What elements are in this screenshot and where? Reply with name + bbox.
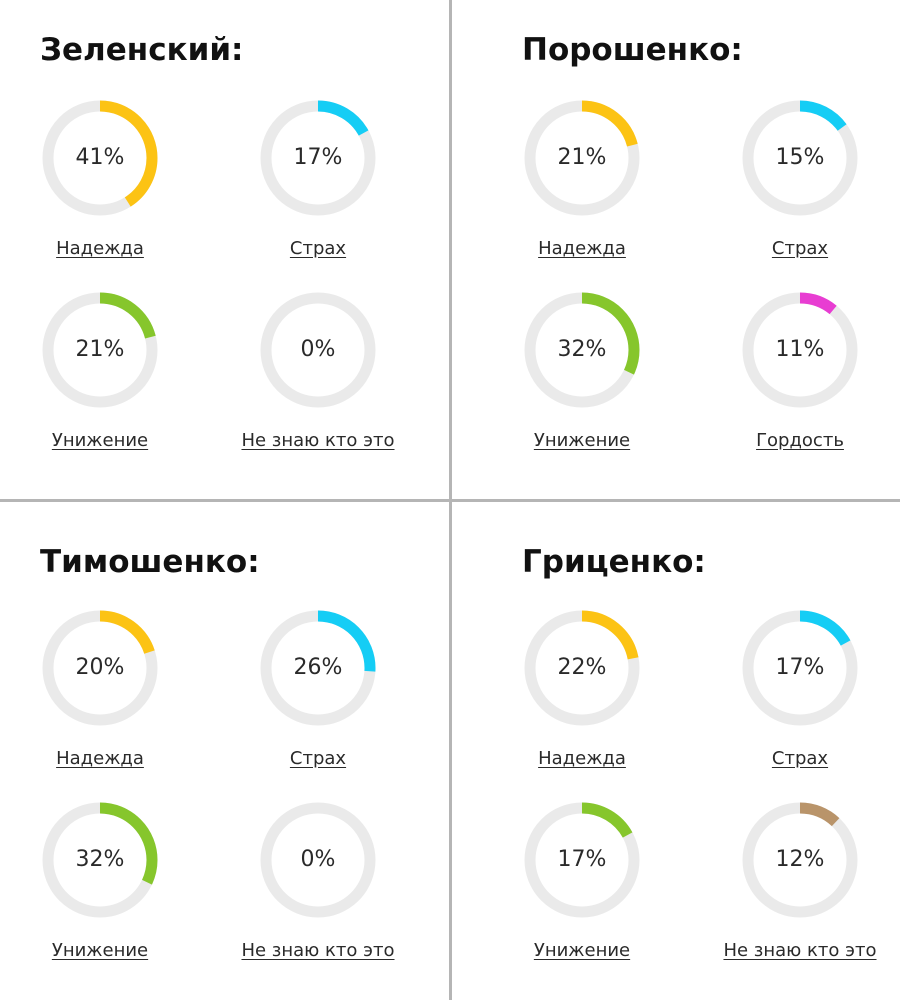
- donut-value-arc: [742, 100, 858, 216]
- donut-value-arc: [42, 292, 158, 408]
- donut-gauge: 20% Надежда: [0, 608, 200, 788]
- donut-ring: [260, 292, 376, 408]
- category-link[interactable]: Унижение: [533, 430, 631, 451]
- donut-value-arc: [524, 100, 640, 216]
- panel-title: Зеленский:: [40, 32, 244, 68]
- donut-gauge: 15% Страх: [700, 98, 900, 278]
- donut-gauge: 21% Надежда: [482, 98, 682, 278]
- percent-label: 17%: [293, 145, 343, 170]
- donut-ring: [742, 610, 858, 726]
- donut-ring: [524, 100, 640, 216]
- donut-ring: [260, 802, 376, 918]
- donut-gauge: 17% Страх: [218, 98, 418, 278]
- category-link[interactable]: Страх: [289, 748, 347, 769]
- panel-poroshenko: Порошенко: 21% Надежда 15% Страх 32% Унижение…: [452, 0, 900, 500]
- donut-gauge: 17% Унижение: [482, 800, 682, 980]
- donut-gauge: 22% Надежда: [482, 608, 682, 788]
- donut-value-arc: [742, 292, 858, 408]
- category-link[interactable]: Надежда: [56, 748, 144, 769]
- donut-value-arc: [524, 610, 640, 726]
- category-link[interactable]: Надежда: [538, 748, 626, 769]
- donut-value-arc: [260, 100, 376, 216]
- donut-gauge: 12% Не знаю кто это: [700, 800, 900, 980]
- panel-tymoshenko: Тимошенко: 20% Надежда 26% Страх 32% Унижение…: [0, 502, 450, 1002]
- category-link[interactable]: Не знаю кто это: [241, 940, 395, 961]
- percent-label: 15%: [775, 145, 825, 170]
- donut-value-arc: [42, 802, 158, 918]
- donut-ring: [42, 610, 158, 726]
- panel-zelensky: Зеленский: 41% Надежда 17% Страх 21% Унижение…: [0, 0, 450, 500]
- percent-label: 12%: [775, 847, 825, 872]
- donut-ring: [524, 802, 640, 918]
- donut-gauge: 0% Не знаю кто это: [218, 290, 418, 470]
- percent-label: 20%: [75, 655, 125, 680]
- percent-label: 21%: [75, 337, 125, 362]
- donut-value-arc: [524, 802, 640, 918]
- donut-gauge: 21% Унижение: [0, 290, 200, 470]
- donut-value-arc: [742, 802, 858, 918]
- donut-ring: [742, 802, 858, 918]
- percent-label: 17%: [775, 655, 825, 680]
- percent-label: 0%: [300, 847, 336, 872]
- donut-ring: [260, 610, 376, 726]
- donut-ring: [260, 100, 376, 216]
- horizontal-divider: [0, 499, 900, 502]
- donut-gauge: 0% Не знаю кто это: [218, 800, 418, 980]
- category-link[interactable]: Унижение: [533, 940, 631, 961]
- category-link[interactable]: Страх: [289, 238, 347, 259]
- donut-ring: [742, 100, 858, 216]
- donut-gauge: 26% Страх: [218, 608, 418, 788]
- panel-title: Тимошенко:: [40, 544, 260, 580]
- panel-title: Порошенко:: [522, 32, 743, 68]
- donut-track: [260, 292, 376, 408]
- percent-label: 41%: [75, 145, 125, 170]
- percent-label: 17%: [557, 847, 607, 872]
- percent-label: 26%: [293, 655, 343, 680]
- donut-ring: [524, 610, 640, 726]
- donut-gauge: 32% Унижение: [482, 290, 682, 470]
- category-link[interactable]: Не знаю кто это: [723, 940, 877, 961]
- category-link[interactable]: Страх: [771, 238, 829, 259]
- panel-title: Гриценко:: [522, 544, 706, 580]
- percent-label: 21%: [557, 145, 607, 170]
- donut-value-arc: [42, 100, 158, 216]
- category-link[interactable]: Не знаю кто это: [241, 430, 395, 451]
- donut-ring: [524, 292, 640, 408]
- donut-ring: [42, 802, 158, 918]
- donut-gauge: 11% Гордость: [700, 290, 900, 470]
- donut-ring: [42, 292, 158, 408]
- category-link[interactable]: Надежда: [56, 238, 144, 259]
- donut-gauge: 17% Страх: [700, 608, 900, 788]
- donut-ring: [42, 100, 158, 216]
- panel-hrytsenko: Гриценко: 22% Надежда 17% Страх 17% Унижение 1…: [452, 502, 900, 1002]
- percent-label: 32%: [75, 847, 125, 872]
- donut-gauge: 32% Унижение: [0, 800, 200, 980]
- percent-label: 32%: [557, 337, 607, 362]
- donut-ring: [742, 292, 858, 408]
- category-link[interactable]: Гордость: [756, 430, 844, 451]
- category-link[interactable]: Надежда: [538, 238, 626, 259]
- donut-gauge: 41% Надежда: [0, 98, 200, 278]
- donut-track: [260, 802, 376, 918]
- category-link[interactable]: Унижение: [51, 940, 149, 961]
- percent-label: 0%: [300, 337, 336, 362]
- percent-label: 11%: [775, 337, 825, 362]
- category-link[interactable]: Страх: [771, 748, 829, 769]
- donut-value-arc: [742, 610, 858, 726]
- donut-value-arc: [42, 610, 158, 726]
- percent-label: 22%: [557, 655, 607, 680]
- donut-value-arc: [524, 292, 640, 408]
- donut-value-arc: [260, 610, 376, 726]
- category-link[interactable]: Унижение: [51, 430, 149, 451]
